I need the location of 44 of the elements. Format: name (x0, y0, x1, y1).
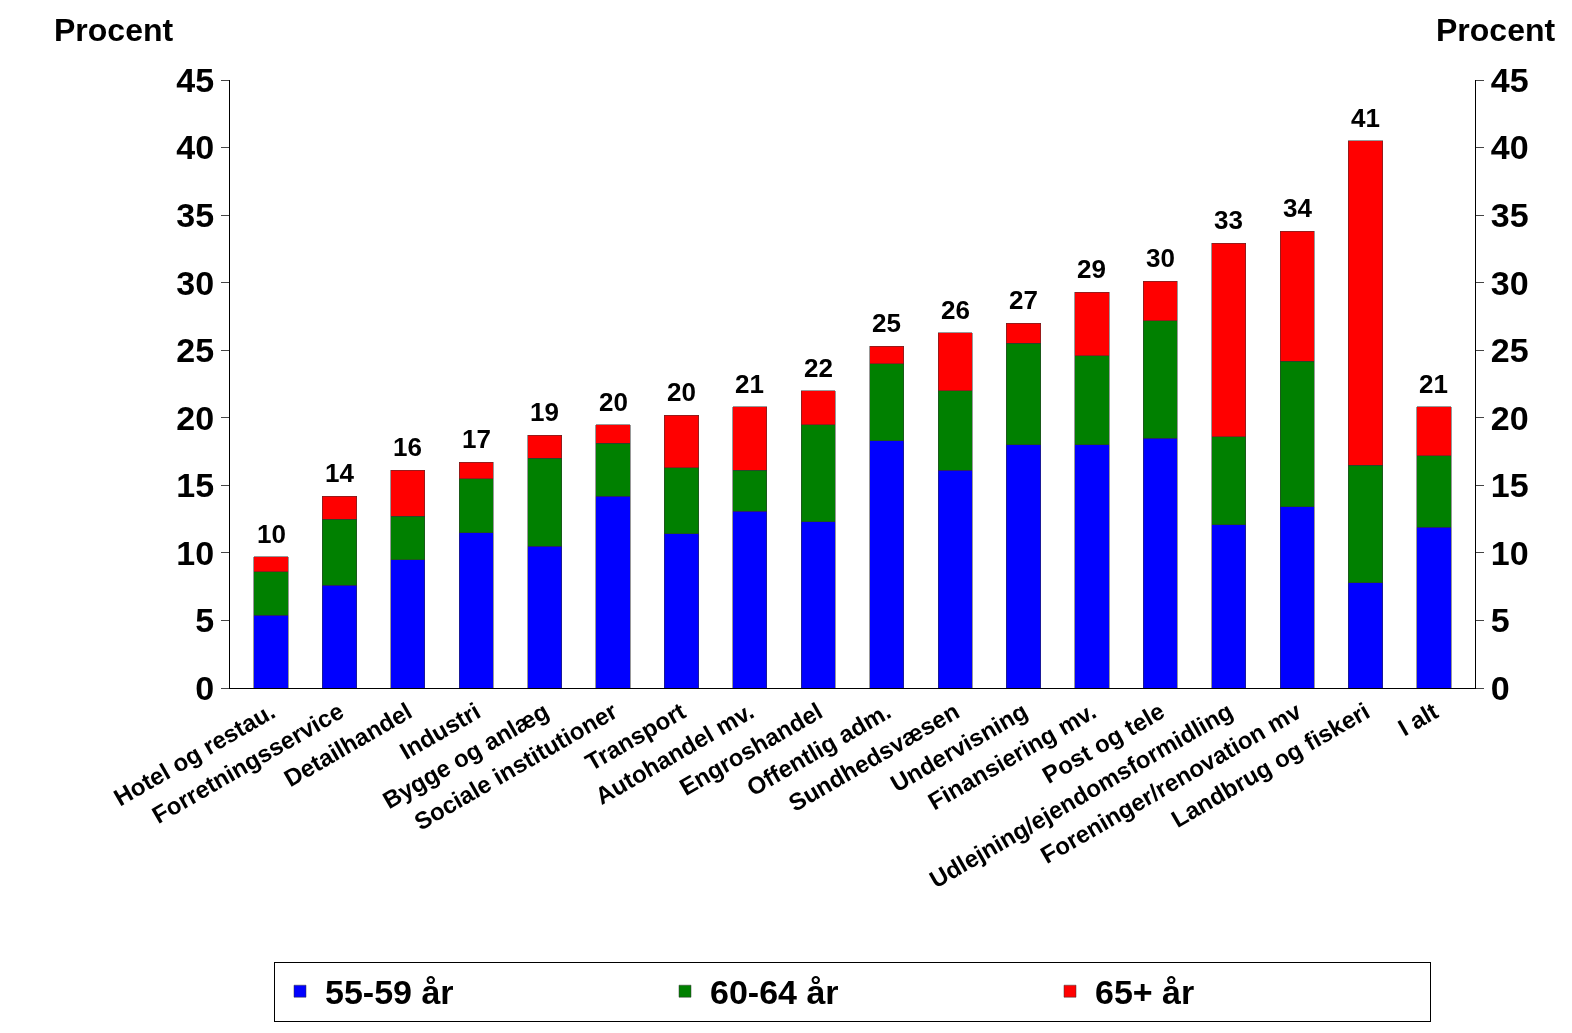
y2-axis-title: Procent (1436, 12, 1556, 48)
y-tick-label: 0 (195, 668, 215, 707)
total-label: 22 (804, 353, 833, 383)
y2-tick-label: 25 (1490, 331, 1529, 370)
total-label: 29 (1077, 254, 1106, 284)
y-tick-label: 5 (195, 601, 215, 640)
total-label: 20 (667, 377, 696, 407)
x-tick-label: I alt (1393, 697, 1443, 742)
y2-tick-label: 0 (1490, 668, 1510, 707)
total-label: 26 (941, 295, 970, 325)
y-tick-label: 45 (176, 60, 215, 99)
y2-tick-label: 30 (1490, 263, 1529, 302)
total-label: 25 (872, 308, 901, 338)
y-axis-title: Procent (54, 12, 174, 48)
total-label: 19 (530, 397, 559, 427)
y-tick-label: 25 (176, 331, 215, 370)
total-label: 16 (393, 432, 422, 462)
total-label: 34 (1283, 193, 1313, 223)
total-label: 14 (325, 458, 355, 488)
y2-tick-label: 20 (1490, 398, 1529, 437)
legend-label: 55-59 år (325, 973, 454, 1012)
total-label: 33 (1214, 205, 1243, 235)
total-label: 17 (462, 424, 491, 454)
legend-label: 60-64 år (710, 973, 839, 1012)
total-label: 21 (735, 369, 764, 399)
total-label: 10 (257, 519, 286, 549)
y-tick-label: 40 (176, 128, 215, 167)
y2-tick-label: 5 (1490, 601, 1510, 640)
y2-tick-label: 15 (1490, 466, 1529, 505)
y-tick-label: 10 (176, 533, 215, 572)
y-tick-label: 15 (176, 466, 215, 505)
total-label: 27 (1009, 285, 1038, 315)
y-tick-label: 30 (176, 263, 215, 302)
y2-tick-label: 40 (1490, 128, 1529, 167)
y-tick-label: 20 (176, 398, 215, 437)
total-label: 30 (1146, 243, 1175, 273)
total-label: 21 (1419, 369, 1448, 399)
total-label: 41 (1351, 103, 1380, 133)
y2-tick-label: 35 (1490, 196, 1529, 235)
legend-label: 65+ år (1095, 973, 1195, 1012)
y2-tick-label: 10 (1490, 533, 1529, 572)
y-tick-label: 35 (176, 196, 215, 235)
y2-tick-label: 45 (1490, 60, 1529, 99)
total-label: 20 (599, 387, 628, 417)
